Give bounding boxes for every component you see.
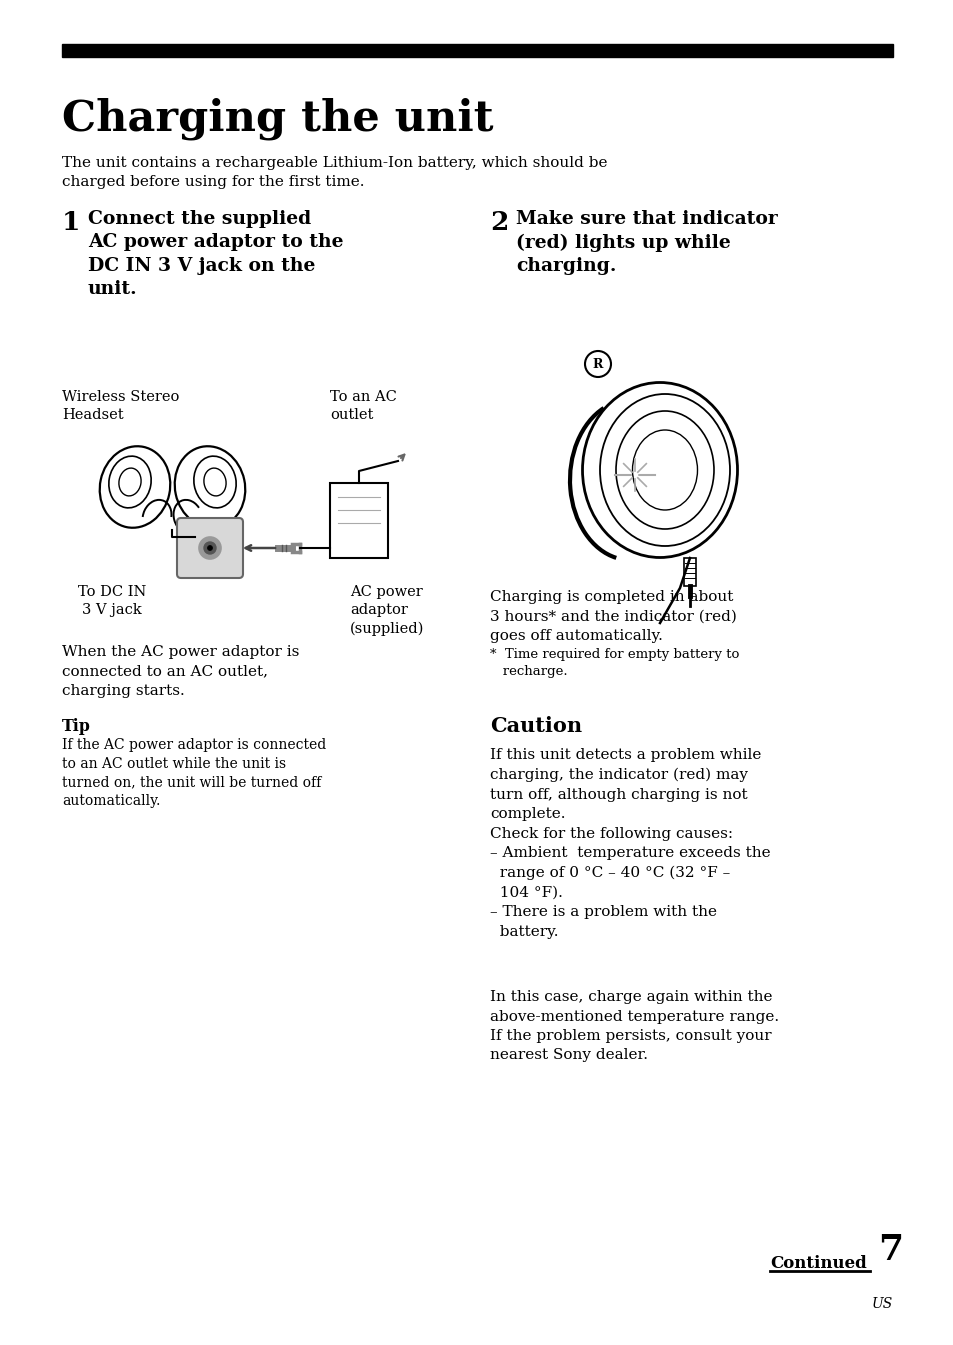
Bar [330, 483, 388, 558]
Text: Caution: Caution [490, 716, 581, 736]
Text: Charging is completed in about
3 hours* and the indicator (red)
goes off automat: Charging is completed in about 3 hours* … [490, 590, 736, 643]
Bar [62, 44, 892, 56]
Text: Wireless Stereo
Headset: Wireless Stereo Headset [62, 390, 179, 422]
Text: Charging the unit: Charging the unit [62, 98, 493, 140]
Text: Make sure that indicator
(red) lights up while
charging.: Make sure that indicator (red) lights up… [516, 210, 777, 274]
Circle shape [204, 542, 215, 554]
Text: To an AC
outlet: To an AC outlet [330, 390, 396, 422]
Text: When the AC power adaptor is
connected to an AC outlet,
charging starts.: When the AC power adaptor is connected t… [62, 646, 299, 698]
Circle shape [199, 537, 221, 560]
Text: To DC IN
3 V jack: To DC IN 3 V jack [78, 585, 146, 617]
Text: Continued: Continued [769, 1255, 866, 1272]
Bar [683, 558, 696, 586]
Text: AC power
adaptor
(supplied): AC power adaptor (supplied) [350, 585, 424, 636]
Text: If this unit detects a problem while
charging, the indicator (red) may
turn off,: If this unit detects a problem while cha… [490, 748, 770, 939]
Text: US: US [871, 1297, 892, 1311]
Text: 7: 7 [877, 1233, 902, 1267]
Text: *  Time required for empty battery to
   recharge.: * Time required for empty battery to rec… [490, 648, 739, 678]
FancyBboxPatch shape [177, 518, 243, 578]
Text: Connect the supplied
AC power adaptor to the
DC IN 3 V jack on the
unit.: Connect the supplied AC power adaptor to… [88, 210, 343, 299]
Text: Tip: Tip [62, 718, 91, 734]
Text: If the AC power adaptor is connected
to an AC outlet while the unit is
turned on: If the AC power adaptor is connected to … [62, 738, 326, 808]
Text: The unit contains a rechargeable Lithium-Ion battery, which should be
charged be: The unit contains a rechargeable Lithium… [62, 156, 607, 188]
Circle shape [208, 546, 213, 550]
Text: In this case, charge again within the
above-mentioned temperature range.
If the : In this case, charge again within the ab… [490, 990, 779, 1063]
Text: 1: 1 [62, 210, 80, 235]
Text: 2: 2 [490, 210, 508, 235]
Text: R: R [592, 359, 602, 371]
